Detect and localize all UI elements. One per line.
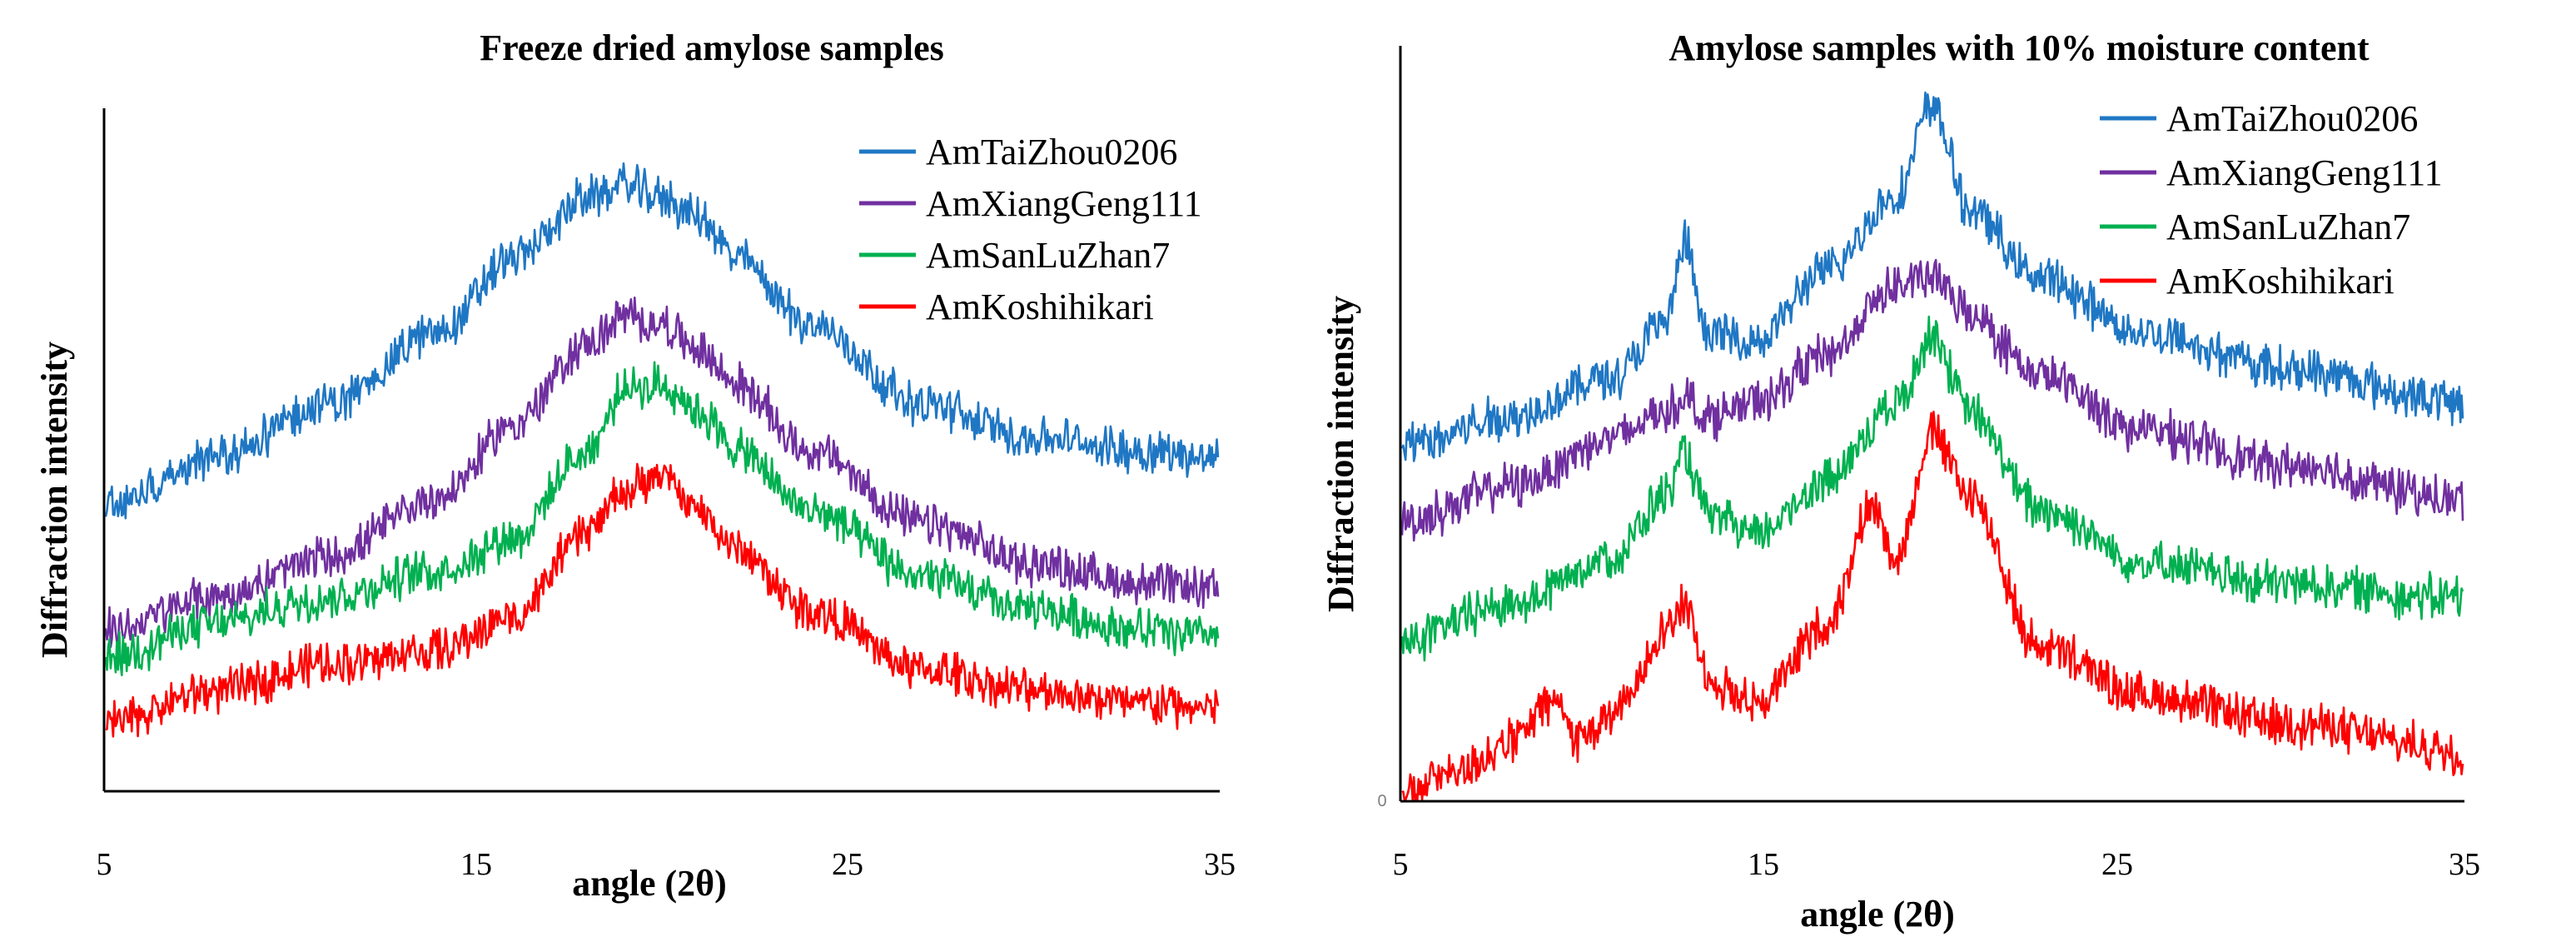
x-tick-labels: 5 15 25 35 xyxy=(1393,847,2481,882)
series-line-AmXiangGeng111 xyxy=(1400,258,2464,542)
chart-moisture-content: Amylose samples with 10% moisture conten… xyxy=(1320,27,2480,935)
x-tick-label: 15 xyxy=(1748,847,1779,882)
x-tick-labels: 5 15 25 35 xyxy=(97,847,1236,882)
legend: AmTaiZhou0206 AmXiangGeng111 AmSanLuZhan… xyxy=(2100,98,2443,302)
x-tick-label: 5 xyxy=(97,847,112,882)
series-group xyxy=(1400,91,2464,801)
x-tick-label: 35 xyxy=(1204,847,1236,882)
legend-label: AmSanLuZhan7 xyxy=(926,235,1170,276)
series-line-AmSanLuZhan7 xyxy=(104,361,1220,676)
legend-label: AmTaiZhou0206 xyxy=(2166,98,2418,139)
series-line-AmXiangGeng111 xyxy=(104,297,1220,649)
legend: AmTaiZhou0206 AmXiangGeng111 AmSanLuZhan… xyxy=(859,132,1202,327)
x-axis-label: angle (2θ) xyxy=(1800,894,1955,935)
legend-label: AmSanLuZhan7 xyxy=(2166,207,2410,247)
x-tick-label: 25 xyxy=(2101,847,2133,882)
series-line-AmKoshihikari xyxy=(1401,411,2464,801)
x-axis-label: angle (2θ) xyxy=(572,863,727,904)
legend-label: AmXiangGeng111 xyxy=(926,183,1202,224)
series-line-AmTaiZhou0206 xyxy=(1400,91,2464,462)
x-tick-label: 25 xyxy=(832,847,863,882)
legend-label: AmXiangGeng111 xyxy=(2166,152,2443,193)
legend-label: AmTaiZhou0206 xyxy=(926,132,1177,172)
legend-label: AmKoshihikari xyxy=(2166,261,2394,302)
y-axis-label: Diffraction intensity xyxy=(1320,296,1361,612)
chart-freeze-dried: Freeze dried amylose samples Diffraction… xyxy=(34,27,1236,904)
chart-title: Amylose samples with 10% moisture conten… xyxy=(1668,27,2370,68)
legend-label: AmKoshihikari xyxy=(926,287,1154,327)
axes xyxy=(1399,46,2464,803)
y-tick-label: 0 xyxy=(1377,792,1386,810)
y-axis-label: Diffraction intensity xyxy=(34,341,75,658)
series-line-AmTaiZhou0206 xyxy=(104,162,1220,520)
x-tick-label: 15 xyxy=(460,847,492,882)
axes xyxy=(102,108,1220,793)
x-tick-label: 35 xyxy=(2449,847,2480,882)
series-group xyxy=(104,162,1220,738)
series-line-AmKoshihikari xyxy=(105,462,1220,738)
x-tick-label: 5 xyxy=(1393,847,1409,882)
series-line-AmSanLuZhan7 xyxy=(1400,315,2464,662)
chart-title: Freeze dried amylose samples xyxy=(480,27,944,68)
